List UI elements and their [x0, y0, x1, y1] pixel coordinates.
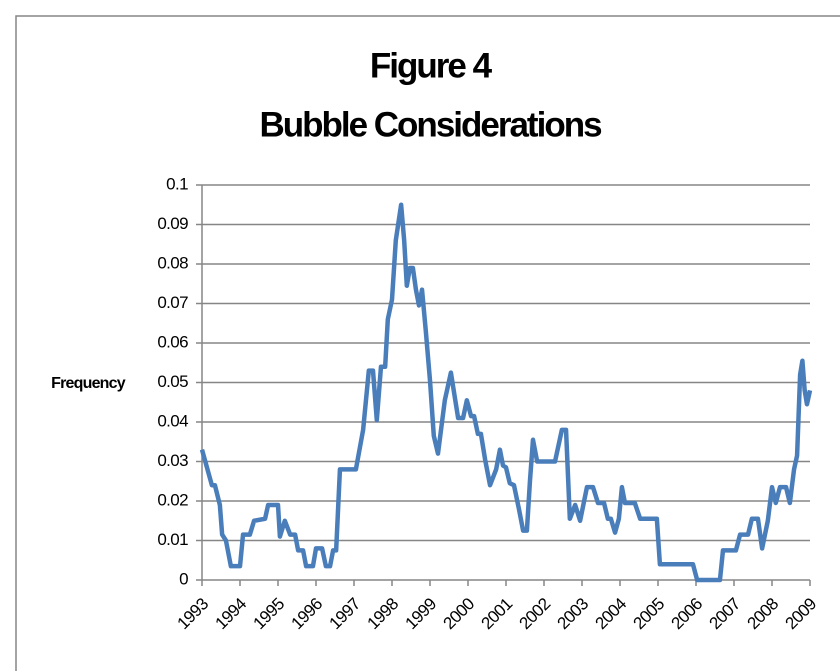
- y-tick-label: 0.03: [157, 451, 188, 470]
- chart-subtitle: Bubble Considerations: [259, 105, 602, 144]
- y-tick-label: 0.06: [157, 332, 188, 351]
- y-tick-label: 0.02: [157, 490, 188, 509]
- y-tick-label: 0.05: [157, 372, 188, 391]
- y-tick-label: 0.09: [157, 214, 188, 233]
- y-tick-label: 0: [179, 569, 188, 588]
- chart-title: Figure 4: [370, 46, 493, 85]
- y-tick-label: 0.1: [166, 174, 188, 193]
- y-tick-label: 0.08: [157, 253, 188, 272]
- y-axis-label: Frequency: [51, 375, 126, 392]
- data-line: [199, 202, 813, 583]
- y-tick-label: 0.04: [157, 411, 188, 430]
- y-tick-label: 0.07: [157, 293, 188, 312]
- y-tick-label: 0.01: [157, 530, 188, 549]
